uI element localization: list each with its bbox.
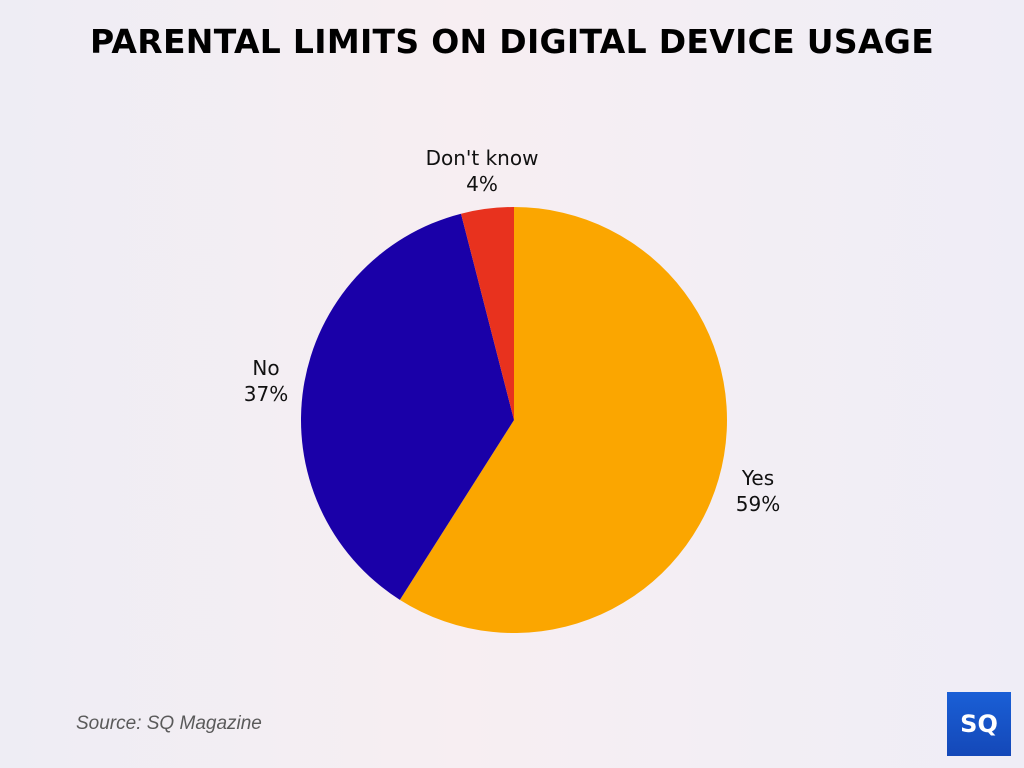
- sq-logo: SQ: [947, 692, 1011, 756]
- label-yes-name: Yes: [741, 466, 775, 490]
- label-yes-value: 59%: [735, 492, 781, 516]
- label-no: No 37%: [226, 355, 306, 407]
- pie-slice-no: [300, 213, 514, 600]
- logo-text: SQ: [960, 710, 998, 738]
- label-dont-know-name: Don't know: [425, 146, 539, 170]
- pie-slice-don-t-know: [461, 207, 514, 420]
- label-no-name: No: [252, 356, 280, 380]
- chart-title: PARENTAL LIMITS ON DIGITAL DEVICE USAGE: [89, 22, 935, 61]
- label-dont-know-value: 4%: [466, 172, 498, 196]
- label-no-value: 37%: [243, 382, 289, 406]
- pie-slice-yes: [399, 207, 727, 633]
- label-dont-know: Don't know 4%: [404, 145, 560, 197]
- source-note: Source: SQ Magazine: [76, 713, 262, 734]
- label-yes: Yes 59%: [718, 465, 798, 517]
